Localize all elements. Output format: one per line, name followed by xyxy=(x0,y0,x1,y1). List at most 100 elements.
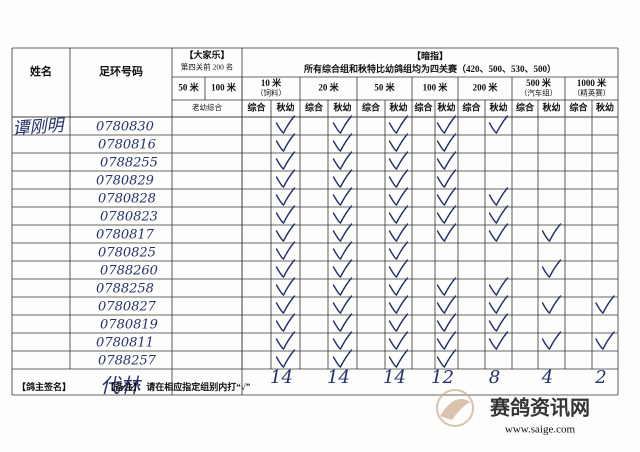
group-col: 秋幼 xyxy=(595,102,614,113)
group-note: （精英赛） xyxy=(573,88,611,98)
check-mark xyxy=(332,277,353,296)
check-mark xyxy=(541,331,562,350)
ring-number: 0780816 xyxy=(98,138,156,153)
check-mark xyxy=(275,241,296,260)
group-col: 秋幼 xyxy=(541,102,560,113)
group-col: 秋幼 xyxy=(436,102,455,113)
check-mark xyxy=(275,295,296,314)
check-mark xyxy=(436,295,457,314)
ring-number: 0780828 xyxy=(98,192,156,207)
check-mark xyxy=(436,169,457,188)
group-total: 14 xyxy=(270,367,293,388)
remark: 【备注】：请在相应指定组别内打“√” xyxy=(106,381,251,392)
check-mark xyxy=(388,277,409,296)
check-mark xyxy=(488,115,509,134)
check-mark xyxy=(436,223,457,242)
watermark-logo xyxy=(436,389,474,427)
ring-number: 0788260 xyxy=(100,264,158,279)
check-mark xyxy=(388,313,409,332)
group-name: 20 米 xyxy=(318,82,339,93)
check-mark xyxy=(388,331,409,350)
group-total: 4 xyxy=(541,367,553,388)
check-mark xyxy=(332,223,353,242)
group-name: 10 米 xyxy=(261,77,282,88)
ring-number: 0780811 xyxy=(96,336,154,351)
check-mark xyxy=(541,259,562,278)
check-mark xyxy=(436,187,457,206)
check-mark xyxy=(332,151,353,170)
dajiale-sub: 老幼综合 xyxy=(192,102,222,112)
group-col: 综合 xyxy=(569,102,588,113)
name-label: 姓名 xyxy=(30,64,52,78)
group-name: 100 米 xyxy=(423,82,449,93)
check-mark xyxy=(388,349,409,368)
check-mark xyxy=(332,259,353,278)
check-mark xyxy=(436,133,457,152)
check-mark xyxy=(275,331,296,350)
check-mark xyxy=(388,133,409,152)
group-total: 2 xyxy=(594,367,606,388)
check-mark xyxy=(388,115,409,134)
check-mark xyxy=(388,223,409,242)
check-mark xyxy=(436,313,457,332)
anzhi-subtitle: 所有综合组和秋特比幼鸽组均为四关赛（420、500、530、500） xyxy=(304,63,556,74)
check-mark xyxy=(436,205,457,224)
group-name: 50 米 xyxy=(374,82,395,93)
check-mark xyxy=(488,313,509,332)
check-mark xyxy=(332,133,353,152)
check-mark xyxy=(275,115,296,134)
check-mark xyxy=(388,259,409,278)
group-total: 12 xyxy=(431,367,454,388)
check-mark xyxy=(275,151,296,170)
check-mark xyxy=(388,241,409,260)
signature: 代林 xyxy=(100,374,142,398)
check-mark xyxy=(332,313,353,332)
group-col: 综合 xyxy=(305,102,324,113)
check-mark xyxy=(488,277,509,296)
check-mark xyxy=(275,277,296,296)
check-mark xyxy=(332,331,353,350)
check-mark xyxy=(488,187,509,206)
check-mark xyxy=(275,133,296,152)
check-mark xyxy=(436,277,457,296)
sign-label: 【鸽主签名】 xyxy=(17,381,71,392)
check-mark xyxy=(436,331,457,350)
group-name: 1000 米 xyxy=(577,77,607,88)
watermark-bird xyxy=(440,399,470,420)
check-mark xyxy=(541,223,562,242)
check-mark xyxy=(275,259,296,278)
check-mark xyxy=(388,187,409,206)
group-name: 500 米 xyxy=(526,77,552,88)
check-mark xyxy=(488,295,509,314)
anzhi-title: 【暗指】 xyxy=(412,50,448,61)
check-mark xyxy=(541,295,562,314)
check-mark xyxy=(332,205,353,224)
group-col: 秋幼 xyxy=(488,102,507,113)
check-mark xyxy=(275,205,296,224)
dajiale-title: 【大家乐】 xyxy=(184,49,229,60)
group-name: 200 米 xyxy=(473,82,499,93)
check-mark xyxy=(275,349,296,368)
check-mark xyxy=(332,187,353,206)
dajiale-col: 50 米 xyxy=(178,82,199,93)
ring-number: 0780825 xyxy=(98,246,156,261)
check-mark xyxy=(595,295,615,314)
group-note: （汽车组） xyxy=(520,88,558,98)
check-mark xyxy=(332,169,353,188)
group-col: 综合 xyxy=(247,102,266,113)
ring-number: 0788255 xyxy=(100,156,158,171)
ring-number: 0780827 xyxy=(98,300,157,315)
ring-number: 0780819 xyxy=(100,318,158,333)
group-col: 综合 xyxy=(516,102,535,113)
owner-name: 谭刚明 xyxy=(12,116,67,140)
dajiale-subtitle: 第四关前 200 名 xyxy=(181,62,234,72)
check-mark xyxy=(436,115,457,134)
group-total: 8 xyxy=(489,367,500,388)
check-mark xyxy=(488,223,509,242)
group-note: （饲料） xyxy=(256,88,286,98)
check-mark xyxy=(388,205,409,224)
ring-number: 0788258 xyxy=(96,282,154,297)
check-mark xyxy=(275,169,296,188)
